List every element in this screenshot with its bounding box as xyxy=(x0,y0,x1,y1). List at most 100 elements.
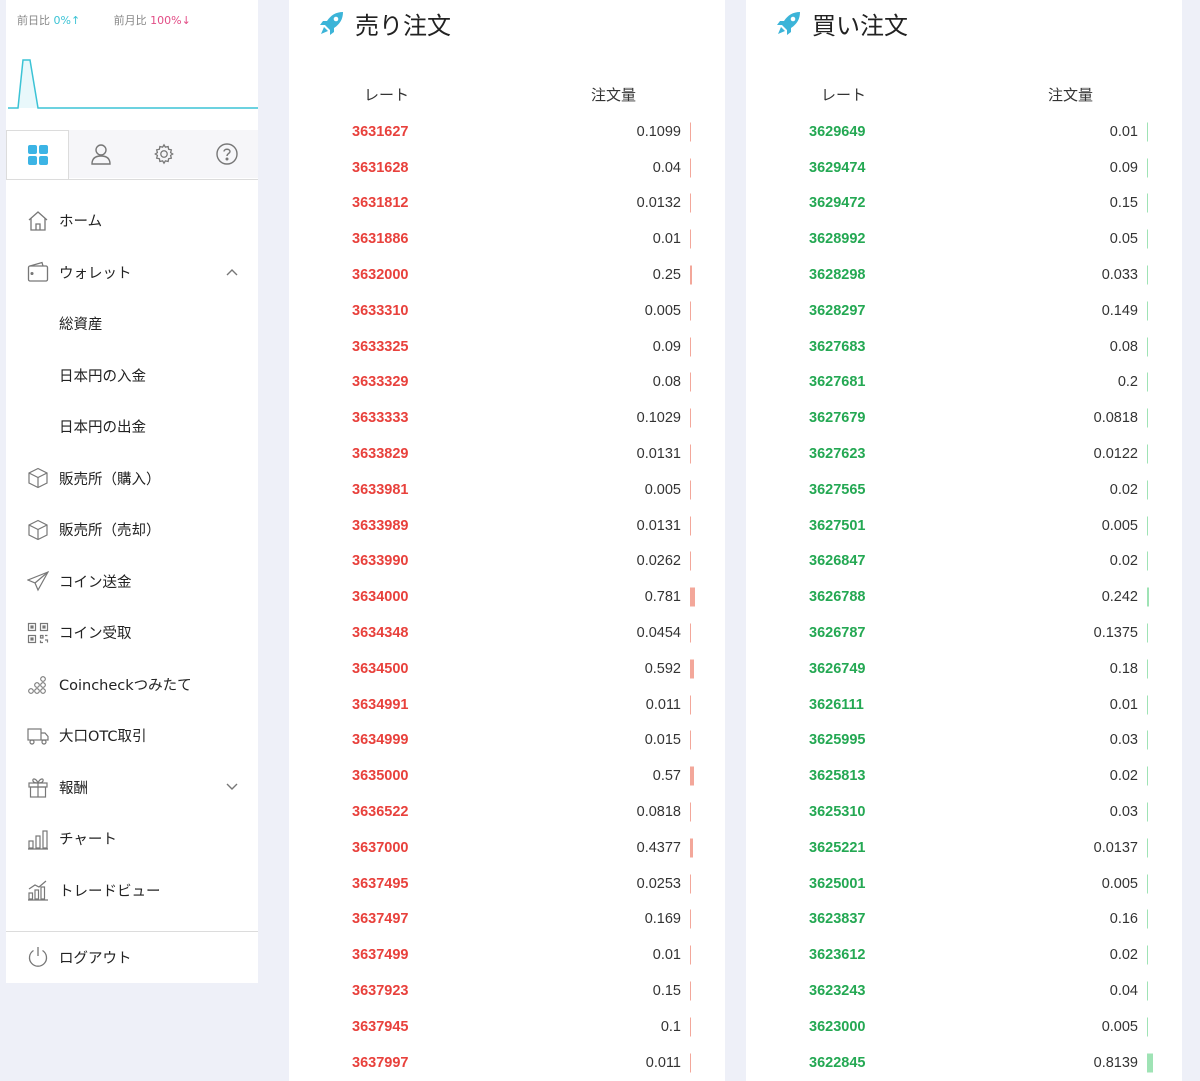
order-row[interactable]: 3633990 0.0262 xyxy=(289,544,725,580)
depth-bar xyxy=(1147,516,1148,536)
order-row[interactable]: 3636522 0.0818 xyxy=(289,794,725,830)
order-row[interactable]: 3633329 0.08 xyxy=(289,365,725,401)
tab-account[interactable] xyxy=(69,130,132,178)
order-amount: 0.011 xyxy=(645,1054,681,1071)
order-row[interactable]: 3625995 0.03 xyxy=(746,723,1182,759)
order-row[interactable]: 3637945 0.1 xyxy=(289,1009,725,1045)
depth-bar xyxy=(1147,372,1148,392)
sidebar-item-jpy-withdraw[interactable]: 日本円の出金 xyxy=(59,420,146,437)
order-row[interactable]: 3631812 0.0132 xyxy=(289,186,725,222)
order-row[interactable]: 3629474 0.09 xyxy=(746,150,1182,186)
sidebar-item-shop-sell[interactable]: 販売所（売却） xyxy=(6,504,258,556)
order-row[interactable]: 3634991 0.011 xyxy=(289,687,725,723)
order-row[interactable]: 3633333 0.1029 xyxy=(289,400,725,436)
order-row[interactable]: 3637923 0.15 xyxy=(289,973,725,1009)
order-row[interactable]: 3625813 0.02 xyxy=(746,758,1182,794)
order-row[interactable]: 3627501 0.005 xyxy=(746,508,1182,544)
sidebar-item-shop-buy[interactable]: 販売所（購入） xyxy=(6,453,258,505)
order-row[interactable]: 3622845 0.8139 xyxy=(746,1045,1182,1081)
order-row[interactable]: 3635000 0.57 xyxy=(289,758,725,794)
order-row[interactable]: 3623243 0.04 xyxy=(746,973,1182,1009)
order-row[interactable]: 3623000 0.005 xyxy=(746,1009,1182,1045)
order-amount: 0.09 xyxy=(1109,159,1138,176)
order-row[interactable]: 3627679 0.0818 xyxy=(746,400,1182,436)
depth-bar xyxy=(1147,193,1148,213)
order-row[interactable]: 3632000 0.25 xyxy=(289,257,725,293)
order-row[interactable]: 3633989 0.0131 xyxy=(289,508,725,544)
tab-menu[interactable] xyxy=(6,130,69,179)
sidebar-item-jpy-deposit[interactable]: 日本円の入金 xyxy=(59,368,146,385)
order-amount: 0.0818 xyxy=(1093,410,1138,427)
buy-amount-header: 注文量 xyxy=(1048,86,1094,104)
depth-bar xyxy=(690,695,691,715)
sidebar-item-rewards[interactable]: 報酬 xyxy=(6,762,258,814)
order-row[interactable]: 3634500 0.592 xyxy=(289,651,725,687)
sidebar-item-tsumitate[interactable]: Coincheckつみたて xyxy=(6,659,258,711)
order-row[interactable]: 3631886 0.01 xyxy=(289,221,725,257)
order-row[interactable]: 3634348 0.0454 xyxy=(289,615,725,651)
order-amount: 0.005 xyxy=(644,481,681,498)
depth-bar xyxy=(690,838,693,858)
sidebar-item-coin-receive[interactable]: コイン受取 xyxy=(6,607,258,659)
depth-bar xyxy=(1147,623,1148,643)
sidebar-item-otc[interactable]: 大口OTC取引 xyxy=(6,710,258,762)
order-row[interactable]: 3637497 0.169 xyxy=(289,902,725,938)
sidebar-item-home[interactable]: ホーム xyxy=(6,195,258,247)
order-amount: 0.01 xyxy=(1109,696,1138,713)
order-row[interactable]: 3628298 0.033 xyxy=(746,257,1182,293)
sell-orders-panel: 売り注文 レート 注文量 3631627 0.1099 3631628 0.04 363… xyxy=(289,0,725,1081)
order-row[interactable]: 3625001 0.005 xyxy=(746,866,1182,902)
order-row[interactable]: 3633310 0.005 xyxy=(289,293,725,329)
order-row[interactable]: 3637997 0.011 xyxy=(289,1045,725,1081)
order-amount: 0.0818 xyxy=(636,804,681,821)
sidebar-item-wallet[interactable]: ウォレット xyxy=(6,247,258,299)
depth-bar xyxy=(690,122,691,142)
order-row[interactable]: 3633981 0.005 xyxy=(289,472,725,508)
order-row[interactable]: 3627623 0.0122 xyxy=(746,436,1182,472)
chevron-up-icon[interactable] xyxy=(226,264,238,280)
order-amount: 0.02 xyxy=(1109,947,1138,964)
sidebar-item-tradeview[interactable]: トレードビュー xyxy=(6,865,258,917)
order-amount: 0.15 xyxy=(652,983,681,1000)
order-row[interactable]: 3629472 0.15 xyxy=(746,186,1182,222)
order-row[interactable]: 3627681 0.2 xyxy=(746,365,1182,401)
order-row[interactable]: 3626788 0.242 xyxy=(746,579,1182,615)
order-row[interactable]: 3631627 0.1099 xyxy=(289,114,725,150)
order-row[interactable]: 3634000 0.781 xyxy=(289,579,725,615)
tab-help[interactable] xyxy=(195,130,258,178)
order-row[interactable]: 3626787 0.1375 xyxy=(746,615,1182,651)
order-row[interactable]: 3631628 0.04 xyxy=(289,150,725,186)
depth-bar xyxy=(690,301,691,321)
order-row[interactable]: 3633325 0.09 xyxy=(289,329,725,365)
depth-bar xyxy=(690,945,691,965)
order-row[interactable]: 3629649 0.01 xyxy=(746,114,1182,150)
order-row[interactable]: 3633829 0.0131 xyxy=(289,436,725,472)
order-amount: 0.05 xyxy=(1109,231,1138,248)
order-amount: 0.09 xyxy=(652,338,681,355)
order-row[interactable]: 3637499 0.01 xyxy=(289,937,725,973)
order-row[interactable]: 3623837 0.16 xyxy=(746,902,1182,938)
order-row[interactable]: 3626111 0.01 xyxy=(746,687,1182,723)
sidebar-item-coin-send[interactable]: コイン送金 xyxy=(6,556,258,608)
order-row[interactable]: 3627565 0.02 xyxy=(746,472,1182,508)
order-row[interactable]: 3628992 0.05 xyxy=(746,221,1182,257)
sidebar-item-total-assets[interactable]: 総資産 xyxy=(59,317,103,334)
order-row[interactable]: 3628297 0.149 xyxy=(746,293,1182,329)
tab-settings[interactable] xyxy=(132,130,195,178)
month-change-value: 100%↓ xyxy=(150,14,191,27)
order-row[interactable]: 3627683 0.08 xyxy=(746,329,1182,365)
logout-button[interactable]: ログアウト xyxy=(6,932,258,982)
order-row[interactable]: 3637000 0.4377 xyxy=(289,830,725,866)
order-row[interactable]: 3626847 0.02 xyxy=(746,544,1182,580)
order-row[interactable]: 3625221 0.0137 xyxy=(746,830,1182,866)
order-row[interactable]: 3637495 0.0253 xyxy=(289,866,725,902)
chevron-down-icon[interactable] xyxy=(226,779,238,795)
order-row[interactable]: 3623612 0.02 xyxy=(746,937,1182,973)
order-row[interactable]: 3626749 0.18 xyxy=(746,651,1182,687)
order-row[interactable]: 3634999 0.015 xyxy=(289,723,725,759)
order-row[interactable]: 3625310 0.03 xyxy=(746,794,1182,830)
order-amount: 0.005 xyxy=(1101,1018,1138,1035)
buy-orders-title: 買い注文 xyxy=(776,6,908,40)
order-amount: 0.02 xyxy=(1109,553,1138,570)
sidebar-item-chart[interactable]: チャート xyxy=(6,813,258,865)
